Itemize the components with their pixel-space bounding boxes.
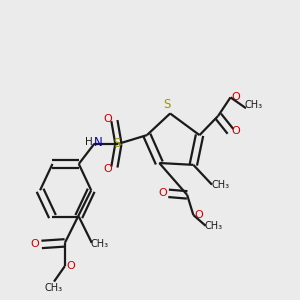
Text: H: H (85, 137, 93, 147)
Text: O: O (103, 164, 112, 174)
Text: O: O (158, 188, 167, 198)
Text: O: O (194, 210, 203, 220)
Text: O: O (31, 239, 39, 249)
Text: CH₃: CH₃ (204, 221, 223, 231)
Text: S: S (113, 137, 121, 150)
Text: N: N (94, 136, 102, 149)
Text: O: O (232, 126, 240, 136)
Text: S: S (163, 98, 171, 111)
Text: CH₃: CH₃ (91, 239, 109, 249)
Text: CH₃: CH₃ (245, 100, 263, 110)
Text: O: O (103, 114, 112, 124)
Text: CH₃: CH₃ (212, 180, 230, 190)
Text: O: O (66, 261, 75, 271)
Text: CH₃: CH₃ (45, 283, 63, 293)
Text: O: O (232, 92, 240, 102)
